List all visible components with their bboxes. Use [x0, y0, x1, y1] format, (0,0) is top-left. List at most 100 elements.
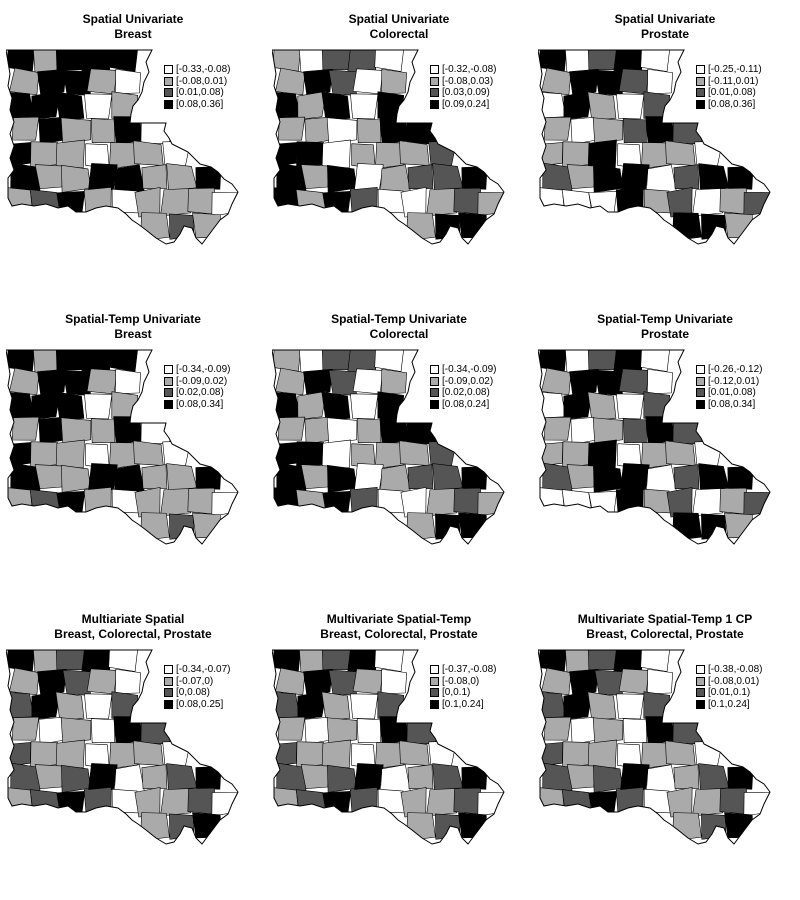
legend-swatch [164, 76, 173, 86]
map-legend: [-0.26,-0.12) [-0.12,0.01) [0.01,0.08) [0.0… [696, 364, 762, 410]
parish-region [727, 166, 754, 190]
parish-region [108, 650, 139, 672]
parish-region [352, 368, 384, 395]
parish-region [672, 715, 703, 745]
parish-region [349, 787, 378, 817]
parish-region [615, 187, 644, 217]
parish-region [321, 439, 351, 469]
parish-region [562, 741, 593, 768]
legend-item: [-0.38,-0.08) [696, 664, 762, 676]
parish-region [272, 50, 302, 72]
parish-region [406, 512, 436, 542]
parish-region [541, 367, 572, 396]
parish-region [304, 716, 330, 745]
parish-region [719, 187, 748, 215]
panel-title-line1: Spatial-Temp Univariate [597, 312, 733, 326]
parish-region [570, 116, 596, 145]
legend-label: [0.01,0.08) [176, 87, 224, 98]
legend-label: [0.1,0.24] [708, 698, 750, 710]
parish-region [108, 350, 139, 372]
legend-swatch [430, 365, 439, 375]
parish-region [169, 513, 195, 540]
parish-region [374, 350, 405, 372]
parish-region [272, 350, 302, 372]
parish-region [724, 812, 754, 839]
parish-region [55, 139, 85, 169]
legend-item: [-0.07,0) [164, 676, 230, 688]
parish-region [86, 368, 118, 395]
parish-region [453, 187, 482, 215]
parish-region [543, 716, 572, 741]
parish-region [60, 417, 92, 444]
parish-region [350, 393, 379, 420]
parish-region [701, 213, 727, 240]
parish-region [665, 440, 696, 466]
parish-region [381, 368, 407, 395]
parish-region [321, 650, 352, 671]
legend-swatch [430, 376, 439, 386]
parish-region [692, 188, 723, 217]
parish-region [561, 789, 593, 814]
parish-region [380, 464, 411, 493]
parish-region [34, 464, 64, 489]
panel-title: Spatial Univariate Colorectal [266, 12, 532, 42]
parish-region [83, 487, 112, 517]
parish-region [166, 763, 198, 792]
parish-region [140, 812, 170, 842]
parish-region [30, 741, 61, 768]
legend-item: [0.08,0.36] [164, 99, 230, 111]
parish-region [84, 393, 113, 420]
parish-region [381, 68, 407, 95]
parish-region [646, 464, 677, 493]
parish-region [327, 164, 357, 193]
choropleth-map [272, 349, 505, 545]
parish-region [694, 740, 723, 767]
parish-region [570, 716, 596, 745]
state-outline [272, 49, 505, 245]
parish-region [538, 50, 568, 72]
parish-region [60, 117, 92, 144]
legend-label: [-0.25,-0.11) [708, 64, 762, 75]
legend-item: [-0.34,-0.07) [164, 664, 230, 676]
legend-label: [0.02,0.08) [442, 387, 490, 398]
parish-region [296, 441, 327, 468]
panel-title: Spatial-Temp Univariate Colorectal [266, 312, 532, 342]
legend-swatch [164, 65, 173, 75]
parish-region [592, 717, 624, 744]
parish-region [380, 164, 411, 193]
parish-region [303, 368, 333, 395]
parish-region [477, 192, 504, 217]
parish-region [141, 164, 168, 190]
map-legend: [-0.34,-0.09) [-0.09,0.02) [0.02,0.08) [0.0… [164, 364, 230, 410]
parish-region [592, 117, 624, 144]
parish-region [296, 141, 327, 168]
legend-item: [0.08,0.36] [696, 99, 762, 111]
choropleth-map [6, 649, 239, 845]
panel-title: Spatial-Temp Univariate Prostate [532, 312, 798, 342]
legend-label: [-0.33,-0.08) [176, 64, 231, 75]
parish-region [569, 68, 599, 95]
legend-item: [-0.11,0.01) [696, 76, 762, 88]
parish-region [55, 691, 85, 721]
parish-region [426, 188, 457, 217]
legend-label: [-0.08,0.01) [708, 675, 760, 687]
parish-region [297, 690, 327, 720]
parish-region [622, 418, 647, 443]
parish-region [374, 50, 405, 72]
parish-region [374, 650, 405, 672]
choropleth-map [538, 649, 771, 845]
legend-label: [-0.34,-0.07) [176, 664, 231, 675]
parish-region [616, 93, 645, 120]
parish-region [587, 439, 617, 469]
parish-region [356, 718, 381, 743]
legend-label: [0.1,0.24] [442, 698, 484, 710]
parish-region [672, 212, 702, 242]
parish-region [303, 668, 333, 695]
parish-region [673, 164, 700, 190]
parish-region [543, 116, 572, 141]
parish-region [108, 50, 139, 72]
legend-swatch [430, 99, 439, 109]
legend-item: [0.09,0.24] [430, 99, 496, 111]
parish-region [564, 50, 592, 73]
panel-spatial-temp-univariate-prostate: Spatial-Temp Univariate Prostate [-0.26,-0… [532, 300, 798, 600]
